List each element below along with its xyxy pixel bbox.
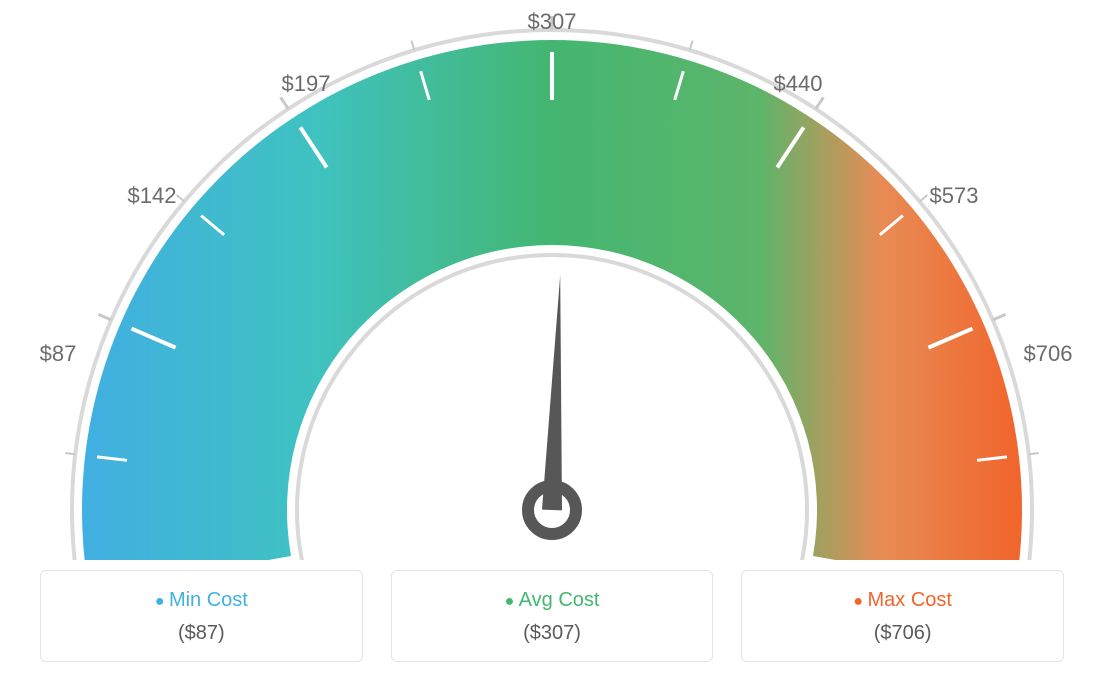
tick-label: $87: [40, 341, 77, 367]
legend-card-max: Max Cost ($706): [741, 570, 1064, 662]
legend-value-avg: ($307): [402, 622, 703, 645]
tick-label: $197: [282, 71, 331, 97]
tick-label: $142: [128, 183, 177, 209]
tick-outer-minor: [65, 453, 75, 454]
tick-label: $440: [774, 71, 823, 97]
gauge-needle: [542, 275, 562, 510]
cost-gauge-chart: $87 $142 $197 $307 $440 $573 $706 Min Cost ($8…: [0, 0, 1104, 690]
tick-outer: [281, 97, 289, 109]
tick-label: $573: [930, 183, 979, 209]
gauge-area: $87 $142 $197 $307 $440 $573 $706: [0, 0, 1104, 560]
tick-outer-minor: [1029, 453, 1039, 454]
tick-outer: [993, 314, 1006, 320]
tick-label: $706: [1024, 341, 1073, 367]
legend-title-avg: Avg Cost: [402, 589, 703, 612]
gauge-svg: [0, 0, 1104, 560]
tick-label: $307: [528, 9, 577, 35]
legend-card-avg: Avg Cost ($307): [391, 570, 714, 662]
legend-card-min: Min Cost ($87): [40, 570, 363, 662]
tick-outer: [816, 97, 824, 109]
legend-value-min: ($87): [51, 622, 352, 645]
tick-outer-minor: [177, 195, 185, 201]
legend-title-max: Max Cost: [752, 589, 1053, 612]
tick-outer: [98, 314, 111, 320]
legend-title-min: Min Cost: [51, 589, 352, 612]
tick-outer-minor: [920, 195, 928, 201]
legend-row: Min Cost ($87) Avg Cost ($307) Max Cost …: [40, 570, 1064, 662]
legend-value-max: ($706): [752, 622, 1053, 645]
